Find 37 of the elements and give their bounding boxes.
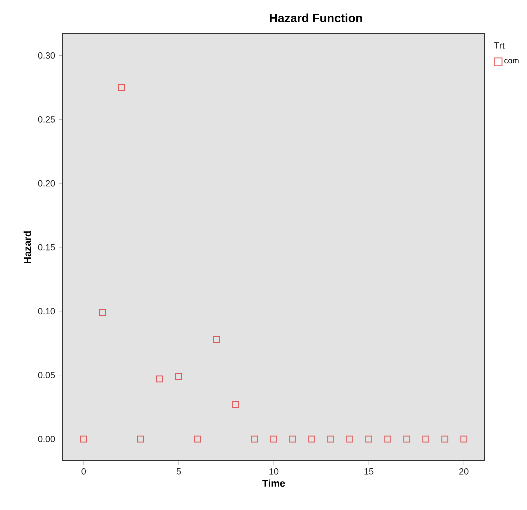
point [384,436,392,443]
point [404,436,411,443]
point [460,436,468,443]
y-tick-label: 0.05 [38,372,56,379]
y-tick-label: 0.25 [38,116,56,123]
point [346,436,354,443]
y-axis-title: Hazard [24,232,32,264]
point [290,436,296,443]
point [99,309,106,316]
y-tick-label: 0.15 [38,244,56,251]
point [118,84,126,92]
point [176,373,182,380]
y-tick-label: 0.20 [38,180,56,187]
x-tick-label: 15 [364,468,374,475]
y-tick-label: 0.00 [38,436,56,442]
point [366,436,372,443]
y-tick-label: 0.30 [38,52,56,59]
y-tick-label: 0.10 [38,308,56,315]
point [80,436,88,443]
point [156,376,164,383]
point [214,336,220,343]
x-axis-title: Time [262,480,286,488]
x-tick-label: 0 [82,468,86,475]
point [270,436,278,443]
point [422,436,430,443]
point [442,436,449,443]
point [137,436,144,443]
point [308,436,316,443]
legend-title: Trt [494,42,505,49]
point [232,401,240,408]
point [252,436,258,443]
chart-title: Hazard Function [270,14,362,22]
point [328,436,334,443]
point [194,436,202,443]
x-tick-label: 10 [270,468,279,475]
x-tick-label: 20 [460,468,469,475]
x-tick-label: 5 [176,468,182,475]
